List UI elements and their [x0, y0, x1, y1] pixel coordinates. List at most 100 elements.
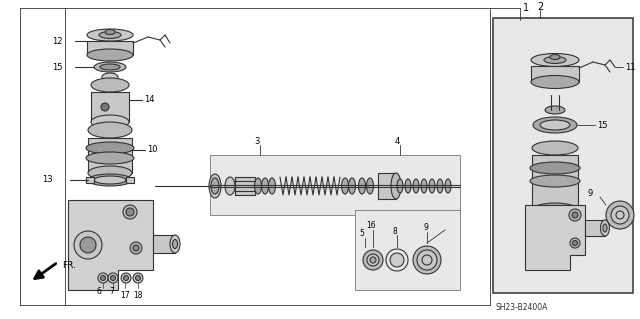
Text: 16: 16	[366, 221, 376, 231]
Ellipse shape	[531, 54, 579, 66]
Ellipse shape	[600, 220, 609, 236]
Text: 8: 8	[392, 226, 397, 235]
Ellipse shape	[363, 250, 383, 270]
Text: 9: 9	[588, 189, 593, 197]
Ellipse shape	[99, 32, 121, 39]
Ellipse shape	[105, 177, 115, 183]
Bar	[531, 66, 579, 82]
Ellipse shape	[88, 166, 132, 180]
Circle shape	[126, 208, 134, 216]
Ellipse shape	[417, 250, 437, 270]
Text: 11: 11	[625, 63, 636, 71]
Ellipse shape	[86, 142, 134, 154]
Bar	[585, 220, 605, 236]
Ellipse shape	[390, 253, 404, 267]
Bar	[493, 18, 633, 293]
Ellipse shape	[413, 179, 419, 193]
Ellipse shape	[530, 162, 580, 174]
Ellipse shape	[611, 206, 629, 224]
Ellipse shape	[358, 178, 365, 194]
Circle shape	[121, 273, 131, 283]
Ellipse shape	[540, 120, 570, 130]
Text: 9: 9	[424, 224, 428, 233]
Bar	[91, 92, 129, 122]
Ellipse shape	[269, 178, 275, 194]
Circle shape	[133, 245, 139, 251]
Ellipse shape	[91, 115, 129, 129]
Ellipse shape	[532, 141, 578, 155]
Bar	[153, 235, 175, 253]
Ellipse shape	[532, 203, 578, 217]
Circle shape	[111, 276, 115, 280]
Text: 17: 17	[120, 291, 130, 300]
Circle shape	[133, 273, 143, 283]
Text: FR.: FR.	[62, 261, 76, 270]
Ellipse shape	[603, 224, 607, 232]
Text: 4: 4	[394, 137, 399, 145]
Ellipse shape	[170, 235, 180, 253]
Circle shape	[98, 273, 108, 283]
Circle shape	[136, 276, 141, 280]
Circle shape	[124, 276, 129, 280]
Text: 15: 15	[52, 63, 63, 71]
Text: 6: 6	[97, 286, 101, 295]
Ellipse shape	[91, 78, 129, 92]
Ellipse shape	[211, 178, 219, 194]
Ellipse shape	[342, 178, 349, 194]
Ellipse shape	[405, 179, 411, 193]
Text: 12: 12	[52, 36, 63, 46]
Bar	[88, 138, 132, 173]
Text: 14: 14	[144, 95, 154, 105]
Ellipse shape	[86, 152, 134, 164]
Ellipse shape	[606, 201, 634, 229]
Bar	[210, 155, 460, 215]
Ellipse shape	[544, 56, 566, 63]
Ellipse shape	[367, 178, 374, 194]
Ellipse shape	[437, 179, 443, 193]
Ellipse shape	[367, 254, 379, 266]
Bar	[235, 177, 255, 195]
Bar	[87, 41, 133, 55]
Ellipse shape	[105, 29, 115, 34]
Ellipse shape	[370, 257, 376, 263]
Circle shape	[123, 205, 137, 219]
Ellipse shape	[88, 174, 132, 186]
Circle shape	[108, 273, 118, 283]
Ellipse shape	[173, 240, 177, 249]
Ellipse shape	[397, 179, 403, 193]
Text: 13: 13	[42, 175, 52, 184]
Ellipse shape	[550, 55, 560, 60]
Text: 5: 5	[360, 229, 364, 239]
Circle shape	[130, 242, 142, 254]
Bar	[86, 177, 94, 183]
Ellipse shape	[531, 76, 579, 88]
Bar	[378, 173, 396, 199]
Ellipse shape	[445, 179, 451, 193]
Bar	[355, 210, 460, 290]
Ellipse shape	[80, 237, 96, 253]
Text: 2: 2	[537, 2, 543, 12]
Text: 7: 7	[109, 286, 115, 295]
Ellipse shape	[530, 175, 580, 187]
Circle shape	[569, 209, 581, 221]
Ellipse shape	[429, 179, 435, 193]
Text: 1: 1	[523, 3, 529, 13]
Ellipse shape	[255, 178, 262, 194]
Ellipse shape	[100, 64, 120, 70]
Ellipse shape	[225, 177, 235, 195]
Circle shape	[570, 238, 580, 248]
Ellipse shape	[349, 178, 355, 194]
Circle shape	[572, 212, 578, 218]
Text: 18: 18	[133, 291, 143, 300]
Text: 15: 15	[597, 121, 607, 130]
Ellipse shape	[87, 29, 133, 41]
Text: SH23-B2400A: SH23-B2400A	[495, 302, 547, 311]
Bar	[532, 155, 578, 210]
Polygon shape	[525, 205, 585, 270]
Circle shape	[573, 241, 577, 246]
Ellipse shape	[545, 106, 565, 114]
Ellipse shape	[74, 231, 102, 259]
Polygon shape	[68, 200, 153, 290]
Ellipse shape	[533, 117, 577, 133]
Circle shape	[101, 103, 109, 111]
